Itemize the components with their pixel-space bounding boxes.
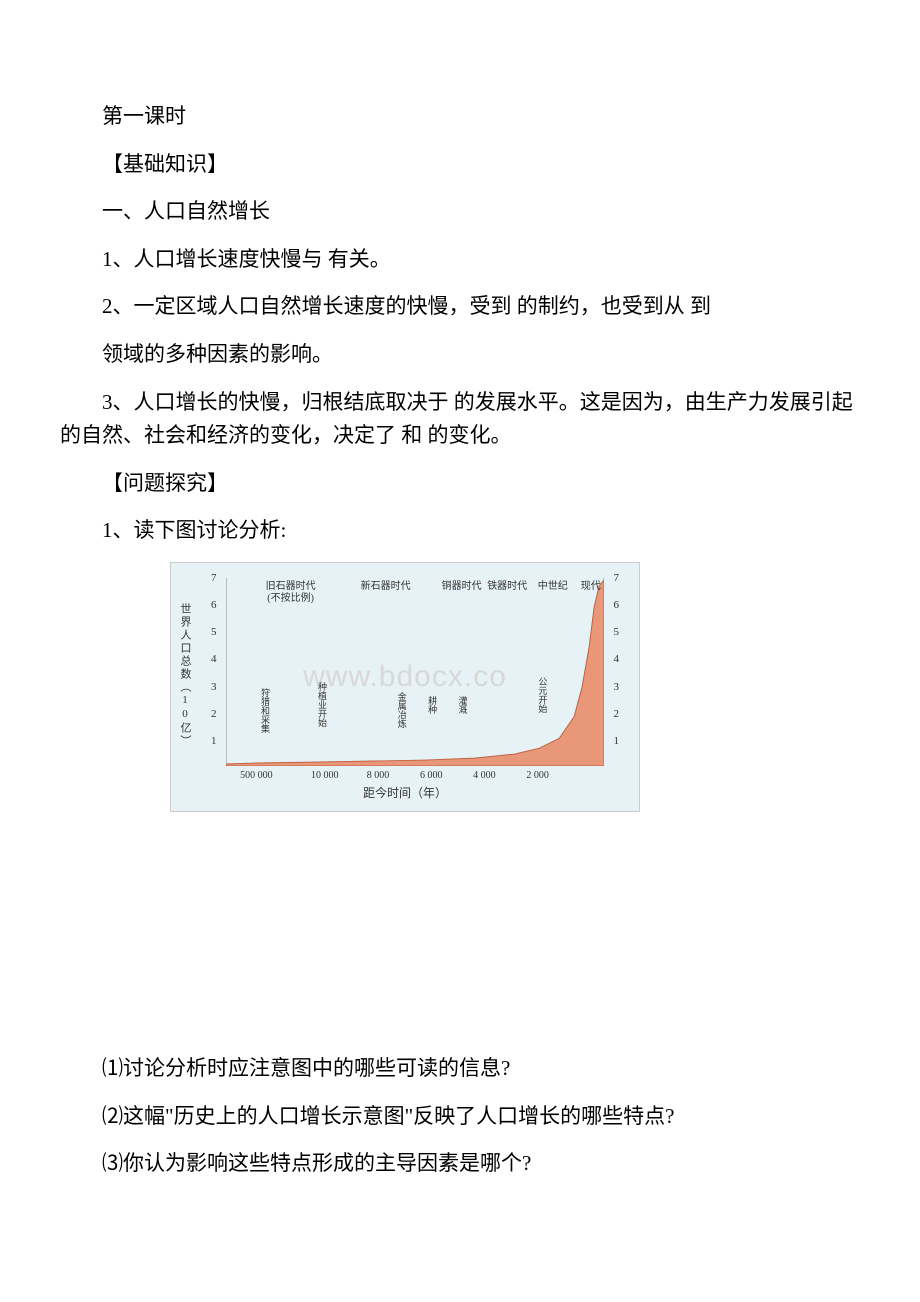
lesson-title: 第一课时 bbox=[60, 100, 860, 134]
y-tick: 4 bbox=[614, 653, 620, 665]
event-label: 耕种 bbox=[426, 696, 436, 714]
x-tick: 4 000 bbox=[473, 770, 496, 781]
y-tick: 7 bbox=[211, 572, 217, 584]
y-tick: 1 bbox=[211, 735, 217, 747]
event-label: 灌溉 bbox=[457, 696, 467, 714]
era-label: 现代 bbox=[581, 581, 601, 593]
area-chart-svg bbox=[226, 578, 604, 766]
topic-heading: 一、人口自然增长 bbox=[60, 195, 860, 229]
y-tick: 2 bbox=[614, 708, 620, 720]
sub-question: ⑴讨论分析时应注意图中的哪些可读的信息? bbox=[60, 1052, 860, 1086]
x-tick: 10 000 bbox=[311, 770, 339, 781]
y-tick: 6 bbox=[614, 599, 620, 611]
y-tick: 7 bbox=[614, 572, 620, 584]
era-label: 新石器时代 bbox=[361, 581, 411, 593]
x-axis-label: 距今时间（年） bbox=[363, 784, 447, 801]
y-tick: 3 bbox=[211, 681, 217, 693]
list-item: 3、人口增长的快慢，归根结底取决于 的发展水平。这是因为，由生产力发展引起的自然… bbox=[60, 386, 860, 453]
y-tick: 5 bbox=[211, 626, 217, 638]
document-body: 第一课时 【基础知识】 一、人口自然增长 1、人口增长速度快慢与 有关。 2、一… bbox=[60, 100, 860, 1181]
sub-question: ⑵这幅"历史上的人口增长示意图"反映了人口增长的哪些特点? bbox=[60, 1100, 860, 1134]
list-item: 1、人口增长速度快慢与 有关。 bbox=[60, 243, 860, 277]
y-tick: 1 bbox=[614, 735, 620, 747]
section-heading: 【基础知识】 bbox=[60, 148, 860, 182]
y-tick: 5 bbox=[614, 626, 620, 638]
question-prompt: 1、读下图讨论分析: bbox=[60, 514, 860, 548]
population-history-chart: 世界人口总数（10亿） www.bdocx.co 1234567 1234567… bbox=[170, 562, 640, 812]
section-heading: 【问题探究】 bbox=[60, 467, 860, 501]
event-label: 狩猎和采集 bbox=[259, 688, 269, 733]
era-label: 旧石器时代(不按比例) bbox=[266, 581, 316, 605]
list-item: 2、一定区域人口自然增长速度的快慢，受到 的制约，也受到从 到 bbox=[60, 290, 860, 324]
x-tick: 2 000 bbox=[526, 770, 549, 781]
event-label: 种植业开始 bbox=[316, 682, 326, 727]
list-item-continuation: 领域的多种因素的影响。 bbox=[60, 338, 860, 372]
y-tick: 2 bbox=[211, 708, 217, 720]
chart-plot-area bbox=[226, 578, 604, 766]
sub-question: ⑶你认为影响这些特点形成的主导因素是哪个? bbox=[60, 1147, 860, 1181]
y-tick: 6 bbox=[211, 599, 217, 611]
y-axis-label: 世界人口总数（10亿） bbox=[177, 603, 193, 748]
x-tick: 8 000 bbox=[367, 770, 390, 781]
era-label: 中世纪 bbox=[538, 581, 568, 593]
y-tick: 4 bbox=[211, 653, 217, 665]
event-label: 公元开始 bbox=[536, 677, 546, 713]
x-tick: 500 000 bbox=[240, 770, 273, 781]
event-label: 金属冶炼 bbox=[396, 692, 406, 728]
era-label: 铜器时代 bbox=[442, 581, 482, 593]
sub-questions: ⑴讨论分析时应注意图中的哪些可读的信息? ⑵这幅"历史上的人口增长示意图"反映了… bbox=[60, 1052, 860, 1181]
y-tick: 3 bbox=[614, 681, 620, 693]
era-label: 铁器时代 bbox=[487, 581, 527, 593]
x-tick: 6 000 bbox=[420, 770, 443, 781]
